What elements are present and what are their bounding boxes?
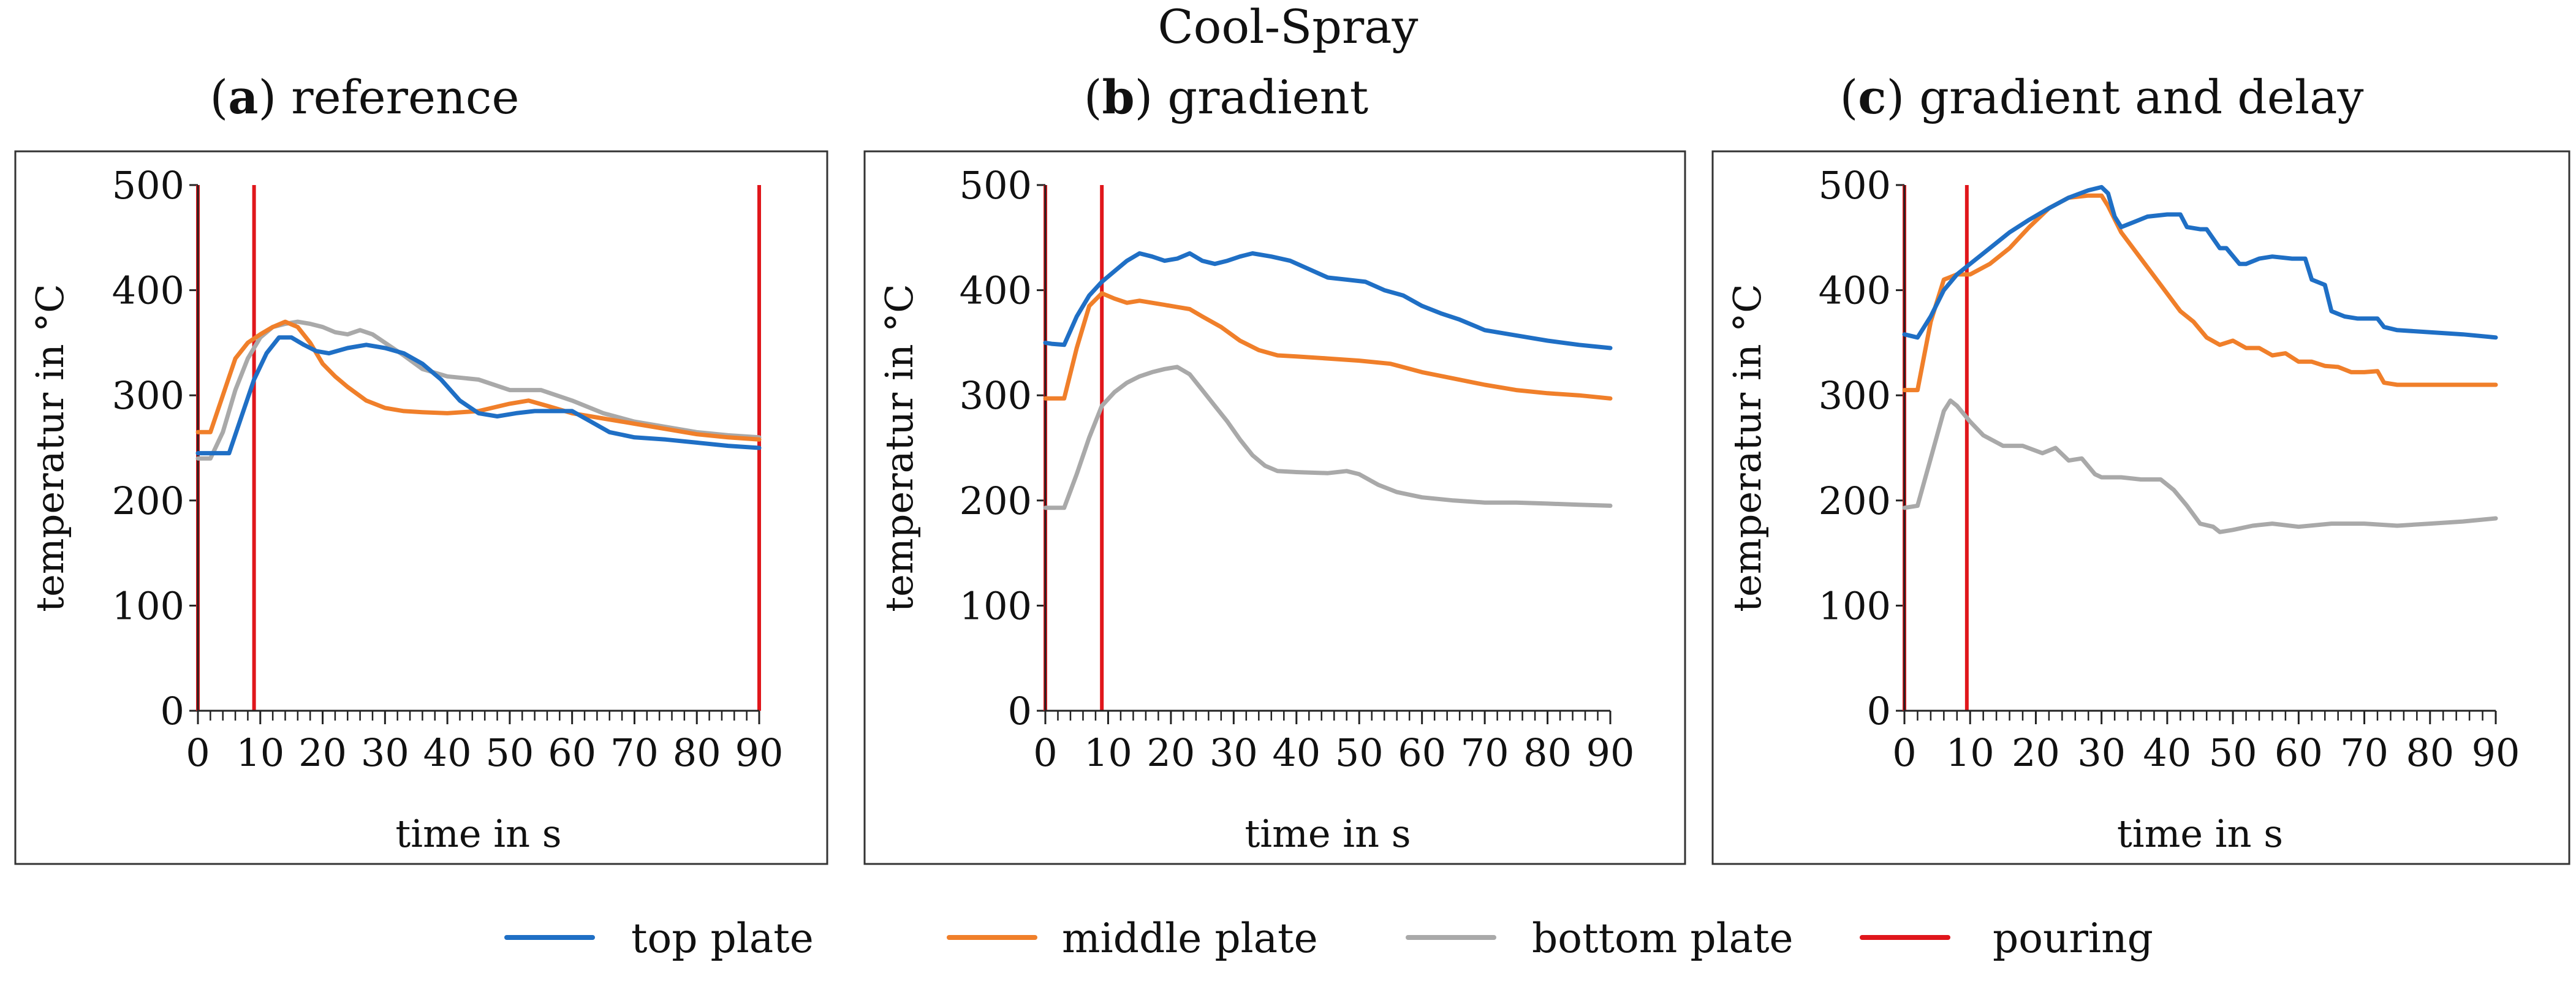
x-tick-label: 40 bbox=[1272, 730, 1320, 775]
chart-frame bbox=[863, 150, 1686, 865]
x-tick-label: 0 bbox=[186, 730, 210, 775]
x-tick-label: 10 bbox=[236, 730, 284, 775]
x-tick-label: 20 bbox=[298, 730, 347, 775]
panel-letter: a bbox=[228, 70, 258, 124]
x-tick-label: 40 bbox=[423, 730, 472, 775]
y-tick-label: 300 bbox=[960, 373, 1032, 418]
x-tick-label: 10 bbox=[1084, 730, 1132, 775]
x-tick-label: 90 bbox=[735, 730, 784, 775]
y-tick-label: 400 bbox=[1819, 268, 1891, 313]
series-line-middle bbox=[1902, 193, 2498, 393]
x-tick-label: 20 bbox=[1146, 730, 1195, 775]
x-tick-label: 60 bbox=[1398, 730, 1446, 775]
x-tick-label: 80 bbox=[1523, 730, 1572, 775]
x-tick-label: 30 bbox=[1210, 730, 1258, 775]
y-tick-label: 100 bbox=[1819, 583, 1891, 628]
legend-label-bottom: bottom plate bbox=[1532, 915, 1794, 962]
legend-label-top: top plate bbox=[631, 915, 814, 962]
legend-label-pouring: pouring bbox=[1993, 915, 2153, 962]
x-tick-label: 80 bbox=[673, 730, 721, 775]
series-line-bottom bbox=[195, 319, 762, 461]
x-tick-label: 50 bbox=[485, 730, 534, 775]
panel-title-rest: ) reference bbox=[258, 70, 519, 124]
y-tick-label: 300 bbox=[1819, 373, 1891, 418]
y-tick-label: 200 bbox=[112, 479, 184, 523]
panel-title-c: (c) gradient and delay bbox=[1840, 70, 2364, 124]
chart-panel-c: (c) gradient and delay 0 100 200 300 400 500 0… bbox=[1711, 70, 2570, 865]
x-tick-label: 70 bbox=[610, 730, 659, 775]
panel-letter: b bbox=[1102, 70, 1134, 124]
y-tick-label: 0 bbox=[1867, 689, 1891, 733]
series-line-top bbox=[195, 335, 762, 456]
series-line-middle bbox=[195, 319, 762, 442]
x-tick-label: 60 bbox=[2275, 730, 2323, 775]
y-tick-label: 100 bbox=[960, 583, 1032, 628]
legend-label-middle: middle plate bbox=[1062, 915, 1318, 962]
x-tick-label: 30 bbox=[2077, 730, 2126, 775]
x-tick-label: 10 bbox=[1946, 730, 1995, 775]
y-tick-label: 0 bbox=[1008, 689, 1032, 733]
y-tick-label: 300 bbox=[112, 373, 184, 418]
y-axis-label: temperatur in °C bbox=[877, 284, 922, 611]
y-tick-label: 0 bbox=[161, 689, 184, 733]
x-tick-label: 90 bbox=[1586, 730, 1635, 775]
panel-title-b: (b) gradient bbox=[1084, 70, 1368, 124]
panel-title-rest: ) gradient and delay bbox=[1887, 70, 2364, 124]
y-axis-label: temperatur in °C bbox=[28, 284, 72, 611]
chart-panel-b: (b) gradient 0 100 200 300 400 500 0 10 20 30 40 50… bbox=[863, 70, 1686, 865]
x-axis-label: time in s bbox=[395, 811, 561, 856]
chart-frame bbox=[14, 150, 828, 865]
x-tick-label: 60 bbox=[548, 730, 596, 775]
x-tick-label: 40 bbox=[2143, 730, 2191, 775]
y-tick-label: 200 bbox=[960, 479, 1032, 523]
figure-title: Cool-Spray bbox=[1158, 0, 1419, 54]
series-line-bottom bbox=[1043, 365, 1613, 510]
chart-panel-a: (a) reference 0 100 200 300 400 500 0 10 20 30 40 5… bbox=[14, 70, 828, 865]
panel-title-rest: ) gradient bbox=[1135, 70, 1369, 124]
series-line-top bbox=[1043, 251, 1613, 350]
y-tick-label: 100 bbox=[112, 583, 184, 628]
x-tick-label: 30 bbox=[361, 730, 409, 775]
x-tick-label: 70 bbox=[1461, 730, 1509, 775]
panel-letter: c bbox=[1858, 70, 1886, 124]
x-axis-label: time in s bbox=[1244, 811, 1411, 856]
y-tick-label: 500 bbox=[112, 163, 184, 208]
series-line-top bbox=[1902, 184, 2498, 340]
x-tick-label: 0 bbox=[1033, 730, 1057, 775]
panel-title-a: (a) reference bbox=[210, 70, 520, 124]
x-tick-label: 70 bbox=[2340, 730, 2388, 775]
series-line-bottom bbox=[1902, 398, 2498, 534]
y-tick-label: 400 bbox=[960, 268, 1032, 313]
x-tick-label: 50 bbox=[2209, 730, 2257, 775]
y-tick-label: 200 bbox=[1819, 479, 1891, 523]
y-tick-label: 400 bbox=[112, 268, 184, 313]
x-tick-label: 90 bbox=[2472, 730, 2520, 775]
y-tick-label: 500 bbox=[960, 163, 1032, 208]
y-axis-label: temperatur in °C bbox=[1725, 284, 1770, 611]
x-tick-label: 20 bbox=[2012, 730, 2060, 775]
y-tick-label: 500 bbox=[1819, 163, 1891, 208]
x-tick-label: 50 bbox=[1335, 730, 1384, 775]
chart-frame bbox=[1711, 150, 2570, 865]
x-tick-label: 80 bbox=[2406, 730, 2454, 775]
legend: top plate middle plate bottom plate pouring bbox=[504, 915, 2153, 962]
x-tick-label: 0 bbox=[1892, 730, 1916, 775]
series-line-middle bbox=[1043, 291, 1613, 401]
x-axis-label: time in s bbox=[2117, 811, 2283, 856]
